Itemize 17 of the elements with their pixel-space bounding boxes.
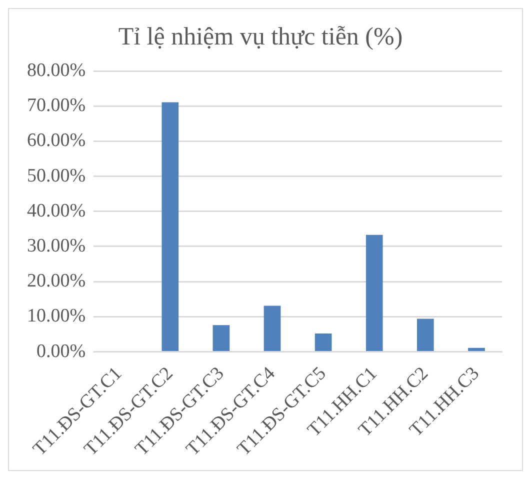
y-tick-label: 10.00% bbox=[27, 306, 86, 327]
y-tick-label: 30.00% bbox=[27, 235, 86, 256]
y-tick-label: 80.00% bbox=[27, 60, 86, 81]
bar bbox=[212, 325, 230, 352]
bar bbox=[366, 234, 383, 352]
bar bbox=[416, 318, 434, 352]
bar bbox=[314, 334, 332, 352]
y-tick-label: 60.00% bbox=[27, 130, 86, 152]
y-tick-label: 70.00% bbox=[27, 95, 86, 116]
chart-title: Tỉ lệ nhiệm vụ thực tiễn (%) bbox=[118, 24, 403, 51]
bar bbox=[264, 306, 281, 352]
bar bbox=[162, 102, 179, 352]
y-tick-label: 0.00% bbox=[36, 340, 86, 362]
y-tick-label: 20.00% bbox=[27, 270, 86, 292]
bar bbox=[468, 348, 485, 352]
y-tick-label: 40.00% bbox=[27, 200, 86, 222]
y-tick-label: 50.00% bbox=[27, 165, 86, 186]
